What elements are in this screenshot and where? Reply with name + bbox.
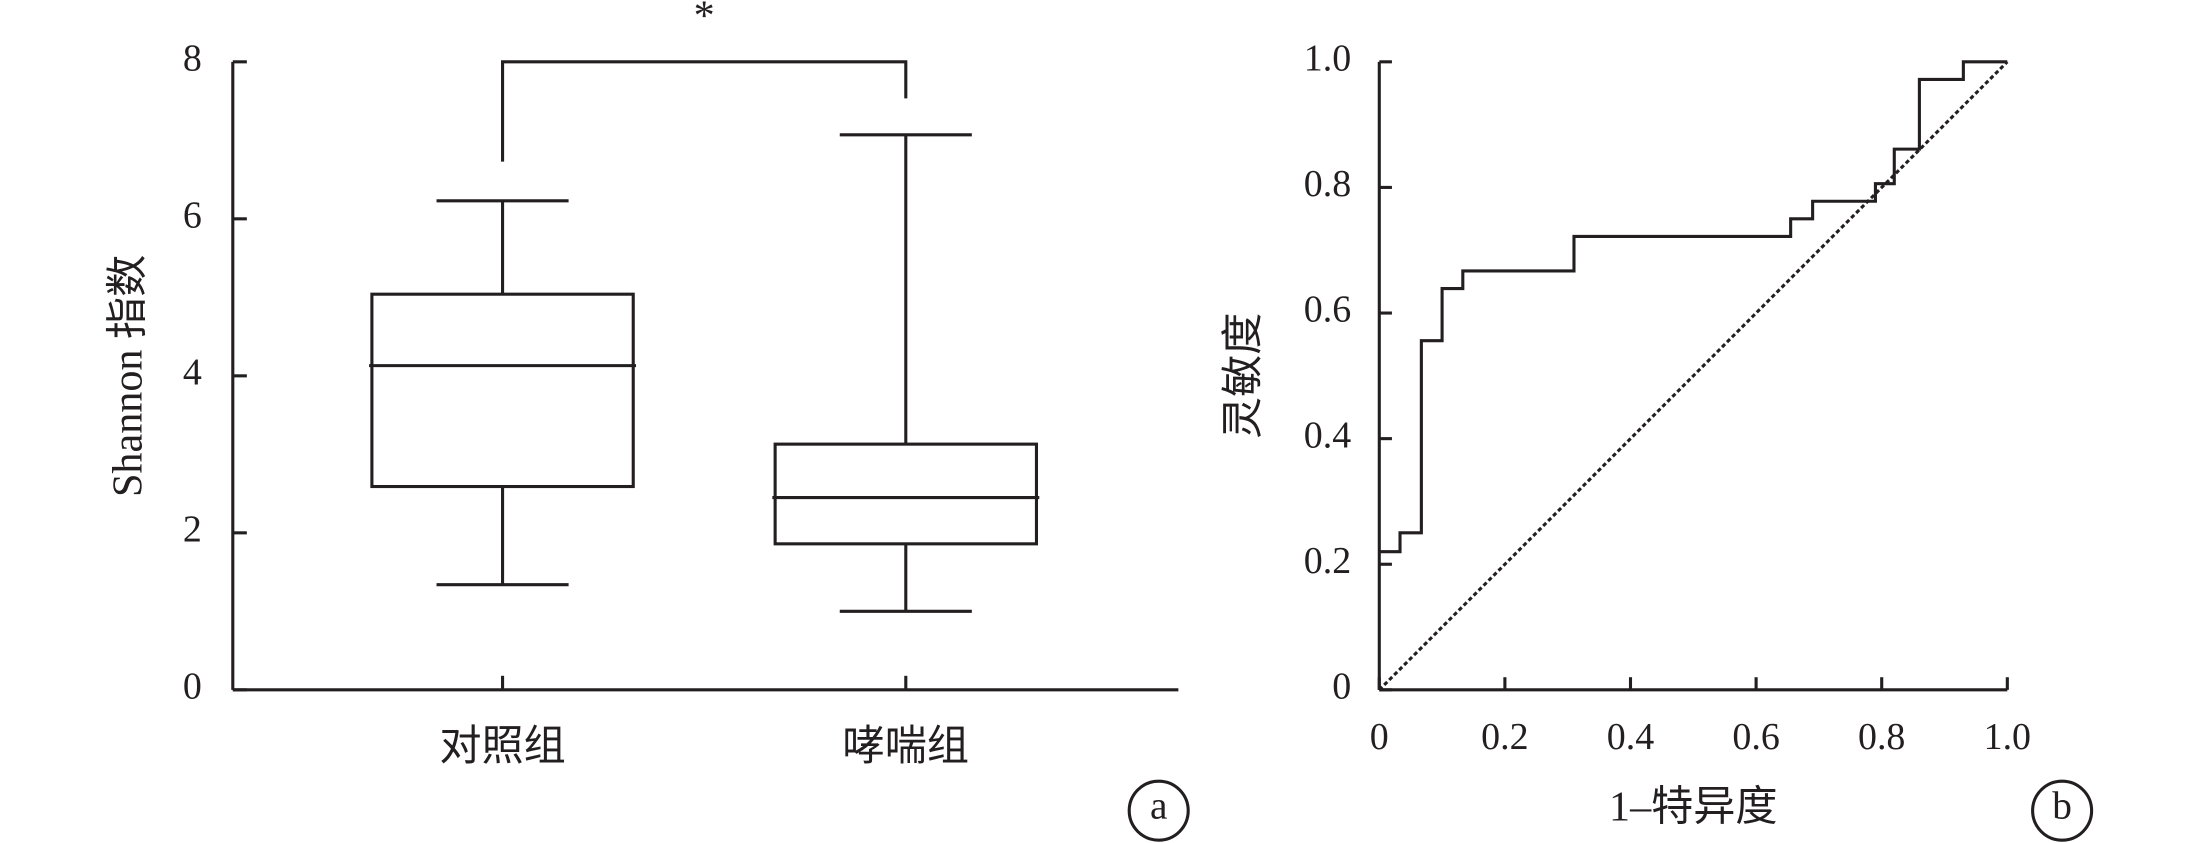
y-tick-label: 8: [183, 38, 202, 80]
x-tick-label: 对照组: [439, 723, 565, 770]
panel-label: a: [1150, 783, 1167, 827]
panel-label: b: [2052, 783, 2072, 827]
y-tick-label: 4: [183, 352, 202, 394]
y-axis-label: 灵敏度: [1220, 313, 1267, 439]
y-tick-label: 0.8: [1304, 163, 1351, 205]
x-axis-label: 1–特异度: [1609, 783, 1778, 830]
y-tick-label: 0: [1332, 666, 1351, 708]
x-tick-label: 哮喘组: [843, 723, 969, 770]
y-tick-label: 2: [183, 509, 202, 551]
y-tick-label: 0.6: [1304, 289, 1351, 331]
x-tick-label: 0.4: [1607, 716, 1654, 758]
y-tick-label: 6: [183, 195, 202, 237]
x-tick-label: 0: [1370, 716, 1389, 758]
y-axis-label: Shannon 指数: [104, 255, 151, 497]
x-tick-label: 0.8: [1858, 716, 1905, 758]
y-tick-label: 0: [183, 666, 202, 708]
panel-badge: [2031, 779, 2094, 842]
y-tick-label: 0.4: [1304, 414, 1351, 456]
roc-curve: [1379, 60, 2008, 554]
x-tick-label: 1.0: [1984, 716, 2031, 758]
box: [773, 442, 1039, 546]
y-tick-label: 1.0: [1304, 38, 1351, 80]
significance-bracket: [501, 60, 908, 162]
panel-badge: [1127, 779, 1190, 842]
x-tick-label: 0.6: [1732, 716, 1779, 758]
reference-line: [1378, 60, 2009, 691]
x-tick-label: 0.2: [1481, 716, 1528, 758]
box: [370, 292, 635, 489]
y-tick-label: 0.2: [1304, 540, 1351, 582]
annotation: *: [694, 0, 715, 39]
